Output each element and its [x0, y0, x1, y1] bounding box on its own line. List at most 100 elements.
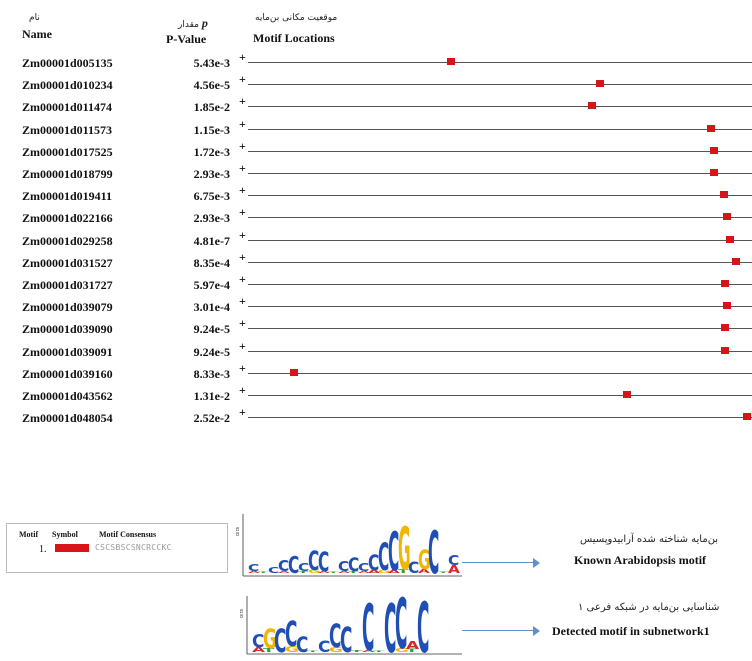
gene-name: Zm00001d039091 — [22, 345, 113, 360]
motif-site-marker — [723, 213, 731, 220]
sequence-line — [248, 328, 752, 329]
strand-sign: + — [239, 272, 246, 287]
sequence-line — [248, 351, 752, 352]
motif-site-marker — [726, 236, 734, 243]
name-header-fa: نام — [29, 14, 40, 23]
motif-legend: Motif Symbol Motif Consensus 1. CSCSBSCS… — [6, 523, 228, 573]
strand-sign: + — [239, 316, 246, 331]
table-row: Zm00001d043562 1.31e-2 + — [0, 389, 752, 411]
sequence-line — [248, 240, 752, 241]
table-row: Zm00001d031727 5.97e-4 + — [0, 278, 752, 300]
sequence-line — [248, 284, 752, 285]
motif-site-marker — [588, 102, 596, 109]
table-row: Zm00001d005135 5.43e-3 + — [0, 56, 752, 78]
arrow-detected-motif — [462, 625, 540, 637]
legend-consensus: CSCSBSCSNCRCCKC — [95, 543, 172, 552]
p-value: 4.81e-7 — [150, 234, 230, 249]
table-row: Zm00001d018799 2.93e-3 + — [0, 167, 752, 189]
p-value: 2.93e-3 — [150, 167, 230, 182]
known-motif-label-fa: بن‌مایه شناخته شده آرابیدوپسیس — [580, 534, 718, 545]
sequence-line — [248, 306, 752, 307]
strand-sign: + — [239, 205, 246, 220]
p-value: 1.15e-3 — [150, 123, 230, 138]
gene-name: Zm00001d039079 — [22, 300, 113, 315]
p-value: 8.35e-4 — [150, 256, 230, 271]
table-row: Zm00001d019411 6.75e-3 + — [0, 189, 752, 211]
logo-letter: C — [340, 621, 352, 660]
motif-site-marker — [596, 80, 604, 87]
sequence-line — [248, 151, 752, 152]
strand-sign: + — [239, 183, 246, 198]
p-value: 5.97e-4 — [150, 278, 230, 293]
motif-site-marker — [290, 369, 298, 376]
table-row: Zm00001d010234 4.56e-5 + — [0, 78, 752, 100]
name-header: Name — [22, 28, 52, 40]
arrow-known-motif — [462, 557, 540, 569]
motif-site-marker — [721, 347, 729, 354]
gene-name: Zm00001d031527 — [22, 256, 113, 271]
locations-header: Motif Locations — [253, 32, 335, 44]
gene-name: Zm00001d048054 — [22, 411, 113, 426]
p-value: 9.24e-5 — [150, 345, 230, 360]
sequence-line — [248, 195, 752, 196]
table-row: Zm00001d011474 1.85e-2 + — [0, 100, 752, 122]
table-row: Zm00001d039079 3.01e-4 + — [0, 300, 752, 322]
strand-sign: + — [239, 361, 246, 376]
strand-sign: + — [239, 339, 246, 354]
p-value: 1.31e-2 — [150, 389, 230, 404]
gene-name: Zm00001d011573 — [22, 123, 112, 138]
gene-name: Zm00001d039090 — [22, 322, 113, 337]
strand-sign: + — [239, 94, 246, 109]
motif-site-marker — [721, 280, 729, 287]
strand-sign: + — [239, 139, 246, 154]
pvalue-header-fa: مقدار p — [178, 17, 208, 30]
gene-name: Zm00001d031727 — [22, 278, 113, 293]
p-value: 6.75e-3 — [150, 189, 230, 204]
motif-site-marker — [723, 302, 731, 309]
motif-site-marker — [707, 125, 715, 132]
motif-site-marker — [732, 258, 740, 265]
table-row: Zm00001d011573 1.15e-3 + — [0, 123, 752, 145]
p-value: 9.24e-5 — [150, 322, 230, 337]
table-row: Zm00001d029258 4.81e-7 + — [0, 234, 752, 256]
strand-sign: + — [239, 294, 246, 309]
motif-site-marker — [720, 191, 728, 198]
strand-sign: + — [239, 383, 246, 398]
gene-name: Zm00001d043562 — [22, 389, 113, 404]
detected-motif-label: Detected motif in subnetwork1 — [552, 624, 710, 639]
sequence-line — [248, 173, 752, 174]
gene-name: Zm00001d022166 — [22, 211, 113, 226]
gene-name: Zm00001d039160 — [22, 367, 113, 382]
gene-name: Zm00001d018799 — [22, 167, 113, 182]
p-value: 4.56e-5 — [150, 78, 230, 93]
sequence-line — [248, 417, 752, 418]
p-value: 2.93e-3 — [150, 211, 230, 226]
locations-header-fa: موقعیت مکانی بن‌مایه — [255, 14, 337, 23]
sequence-line — [248, 262, 752, 263]
table-row: Zm00001d039090 9.24e-5 + — [0, 322, 752, 344]
pvalue-header-fa-text: مقدار — [178, 20, 199, 30]
gene-name: Zm00001d017525 — [22, 145, 113, 160]
strand-sign: + — [239, 50, 246, 65]
detected-logo-letters: ACTGCGCCT CGCCT ACT CGCTAC — [252, 592, 429, 660]
motif-site-marker — [721, 324, 729, 331]
strand-sign: + — [239, 250, 246, 265]
sequence-line — [248, 373, 752, 374]
gene-name: Zm00001d019411 — [22, 189, 112, 204]
legend-symbol-swatch — [55, 544, 89, 552]
legend-motif-number: 1. — [39, 544, 47, 555]
table-row: Zm00001d017525 1.72e-3 + — [0, 145, 752, 167]
table-row: Zm00001d048054 2.52e-2 + — [0, 411, 752, 433]
sequence-line — [248, 395, 752, 396]
pvalue-header-p: p — [202, 16, 208, 30]
legend-symbol-header: Symbol — [52, 530, 78, 539]
p-value: 2.52e-2 — [150, 411, 230, 426]
strand-sign: + — [239, 228, 246, 243]
sequence-line — [248, 217, 752, 218]
motif-site-marker — [623, 391, 631, 398]
svg-text:bits: bits — [240, 608, 245, 618]
sequence-line — [248, 62, 752, 63]
logo-letter: C — [417, 592, 429, 660]
motif-site-marker — [710, 147, 718, 154]
